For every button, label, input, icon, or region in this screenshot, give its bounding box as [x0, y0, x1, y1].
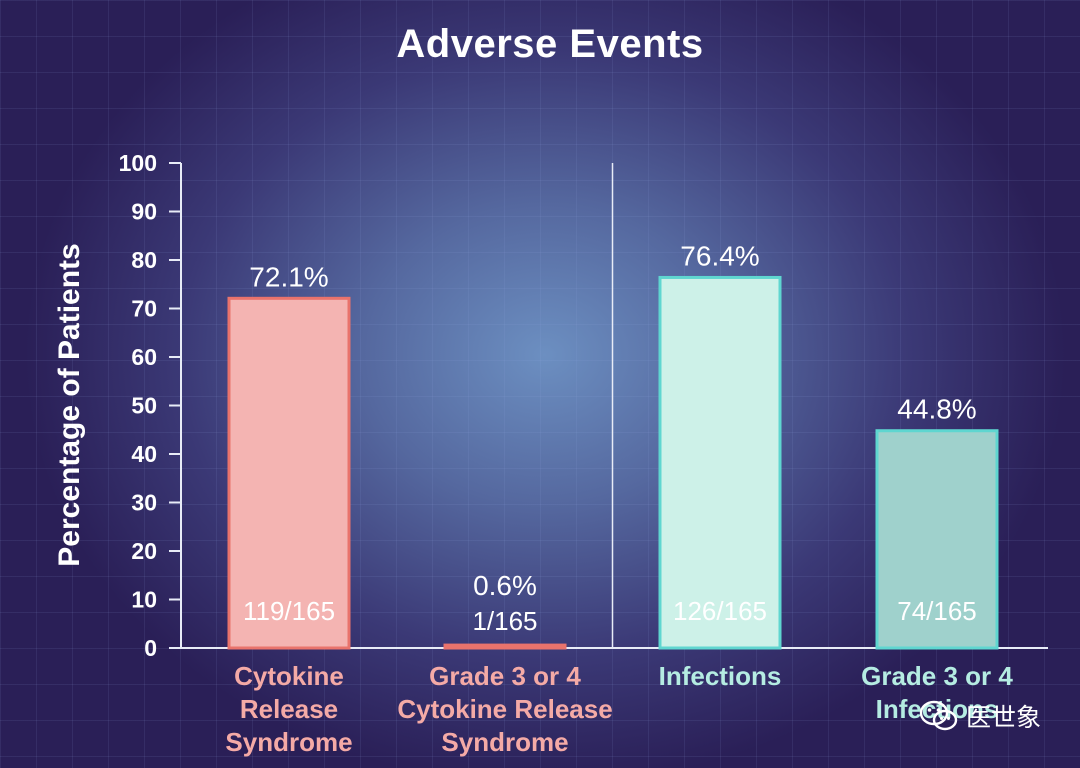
- bar: [227, 296, 351, 650]
- value-label: 72.1%: [249, 261, 328, 292]
- count-label: 1/165: [472, 606, 537, 636]
- wechat-icon: [919, 700, 958, 731]
- category-label: Grade 3 or 4: [429, 661, 581, 691]
- y-tick-label: 60: [131, 344, 157, 370]
- category-label: Release: [240, 694, 338, 724]
- bar: [658, 275, 782, 650]
- y-tick-label: 40: [131, 441, 157, 467]
- y-tick-label: 80: [131, 247, 157, 273]
- category-label: Cytokine Release: [397, 694, 612, 724]
- bar: [875, 429, 999, 650]
- count-label: 126/165: [673, 596, 767, 626]
- count-label: 74/165: [897, 596, 977, 626]
- chart-title: Adverse Events: [396, 22, 704, 66]
- bars: [227, 275, 999, 650]
- watermark: 医世象: [918, 694, 1068, 738]
- axes: 0 10 20 30 40 50 60 70 80 90 100: [119, 150, 1048, 661]
- labels: 72.1%119/165CytokineReleaseSyndrome0.6%1…: [225, 240, 1013, 757]
- category-label: Cytokine: [234, 661, 344, 691]
- y-tick-label: 30: [131, 490, 157, 516]
- category-label: Syndrome: [441, 727, 568, 757]
- y-tick-label: 50: [131, 393, 157, 419]
- watermark-text: 医世象: [966, 703, 1042, 732]
- y-tick-label: 70: [131, 296, 157, 322]
- bar: [443, 643, 567, 650]
- value-label: 0.6%: [473, 570, 537, 601]
- count-label: 119/165: [243, 596, 335, 626]
- y-tick-label: 90: [131, 199, 157, 225]
- value-label: 44.8%: [897, 394, 976, 425]
- category-label: Grade 3 or 4: [861, 661, 1013, 691]
- y-tick-label: 20: [131, 538, 157, 564]
- y-tick-label: 10: [131, 587, 157, 613]
- category-label: Infections: [876, 694, 999, 724]
- category-label: Syndrome: [225, 727, 352, 757]
- category-label: Infections: [659, 661, 782, 691]
- value-label: 76.4%: [680, 240, 759, 271]
- y-tick-label: 100: [119, 150, 157, 176]
- y-tick-label: 0: [144, 635, 157, 661]
